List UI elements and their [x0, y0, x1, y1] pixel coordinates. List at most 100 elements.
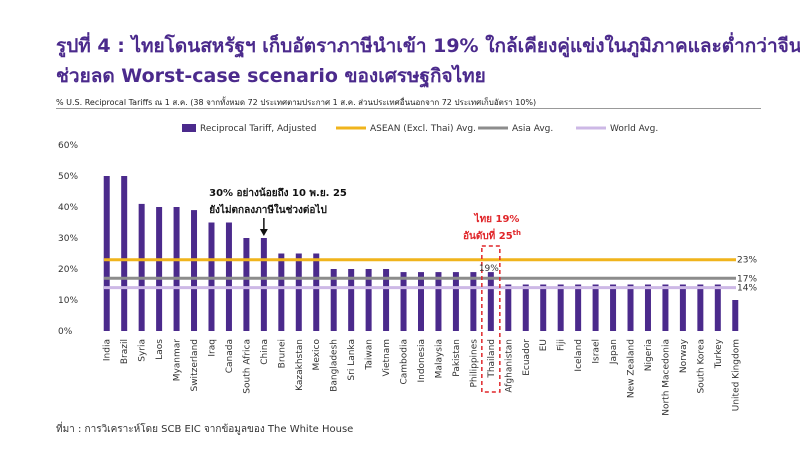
chart-title-line2: ช่วยลด Worst-case scenario ของเศรษฐกิจไท… — [56, 65, 486, 87]
bar-switzerland — [191, 210, 198, 331]
y-tick-label: 50% — [58, 172, 78, 182]
x-tick-label: Indonesia — [417, 339, 427, 383]
x-tick-label: Myanmar — [173, 339, 183, 382]
bar-turkey — [714, 284, 721, 331]
bar-thailand — [487, 272, 494, 331]
x-tick-label: Philippines — [469, 339, 479, 388]
china-annotation-line2: ยังไม่ตกลงภาษีในช่วงต่อไป — [209, 203, 327, 216]
bar-new-zealand — [627, 284, 634, 331]
x-tick-label: Thailand — [487, 339, 497, 379]
x-tick-label: South Korea — [696, 339, 706, 394]
ref-line-label-0: 23% — [737, 256, 757, 266]
x-tick-label: Taiwan — [365, 339, 375, 371]
bar-united-kingdom — [732, 300, 739, 331]
thailand-highlight-box — [481, 245, 501, 393]
bar-iraq — [208, 222, 215, 331]
bar-india — [103, 176, 110, 331]
bar-malaysia — [435, 272, 442, 331]
x-tick-label: Kazakhstan — [295, 339, 305, 391]
y-tick-label: 60% — [58, 141, 78, 151]
x-tick-label: Syria — [138, 339, 148, 362]
bar-norway — [679, 284, 686, 331]
bar-taiwan — [365, 269, 372, 331]
bar-china — [260, 238, 267, 331]
bar-brazil — [121, 176, 128, 331]
bar-south-africa — [243, 238, 250, 331]
legend-label-1: ASEAN (Excl. Thai) Avg. — [370, 124, 476, 134]
bar-sri-lanka — [348, 269, 355, 331]
bar-south-korea — [697, 284, 704, 331]
x-tick-label: Sri Lanka — [347, 339, 357, 381]
y-tick-label: 40% — [58, 203, 78, 213]
header-divider — [56, 108, 761, 109]
legend-swatch-0 — [182, 124, 196, 132]
x-tick-label: Malaysia — [434, 339, 444, 378]
bar-iceland — [575, 284, 582, 331]
x-tick-label: Japan — [609, 339, 619, 365]
bar-mexico — [313, 253, 320, 331]
x-tick-label: Brunei — [277, 339, 287, 368]
y-tick-label: 30% — [58, 234, 78, 244]
ref-line-label-2: 14% — [737, 284, 757, 294]
thailand-annotation-sup: th — [513, 229, 521, 237]
y-tick-label: 20% — [58, 265, 78, 275]
bar-pakistan — [452, 272, 459, 331]
bar-afghanistan — [505, 284, 512, 331]
x-tick-label: Switzerland — [190, 339, 200, 392]
x-tick-label: New Zealand — [627, 339, 637, 398]
x-tick-label: North Macedonia — [661, 339, 671, 416]
y-tick-label: 0% — [58, 327, 73, 337]
bar-canada — [225, 222, 232, 331]
x-tick-label: Iraq — [207, 339, 217, 357]
bar-north-macedonia — [662, 284, 669, 331]
source-note: ที่มา : การวิเคราะห์โดย SCB EIC จากข้อมู… — [56, 424, 354, 435]
x-tick-label: Turkey — [714, 338, 724, 369]
legend-label-0: Reciprocal Tariff, Adjusted — [200, 124, 316, 134]
bar-japan — [610, 284, 617, 331]
bar-ecuador — [522, 284, 529, 331]
china-annotation-line1: 30% อย่างน้อยถึง 10 พ.ย. 25 — [209, 187, 347, 199]
x-tick-label: Ecuador — [522, 339, 532, 376]
x-tick-label: Fiji — [557, 339, 567, 351]
chart-title-line1: รูปที่ 4 : ไทยโดนสหรัฐฯ เก็บอัตราภาษีนำเ… — [56, 35, 800, 57]
x-tick-label: Afghanistan — [504, 339, 514, 393]
x-tick-label: Laos — [155, 339, 165, 360]
x-tick-label: United Kingdom — [731, 339, 741, 411]
x-tick-label: Pakistan — [452, 339, 462, 377]
bar-nigeria — [644, 284, 651, 331]
bar-cambodia — [400, 272, 407, 331]
x-tick-label: EU — [539, 339, 549, 351]
bar-fiji — [557, 284, 564, 331]
x-tick-label: China — [260, 339, 270, 365]
x-tick-label: Iceland — [574, 339, 584, 372]
bar-vietnam — [383, 269, 390, 331]
bar-syria — [138, 203, 145, 331]
y-tick-label: 10% — [58, 296, 78, 306]
bar-kazakhstan — [295, 253, 302, 331]
x-tick-label: Mexico — [312, 339, 322, 371]
x-tick-label: Norway — [679, 338, 689, 373]
x-tick-label: Bangladesh — [330, 339, 340, 392]
chart-subtitle: % U.S. Reciprocal Tariffs ณ 1 ส.ค. (38 จ… — [56, 98, 537, 107]
china-arrow-head — [259, 229, 268, 236]
x-tick-label: India — [103, 339, 113, 361]
x-tick-label: Canada — [225, 339, 235, 373]
x-tick-label: Vietnam — [382, 339, 392, 377]
bar-eu — [540, 284, 547, 331]
thailand-value-label: 19% — [479, 264, 499, 274]
x-tick-label: Nigeria — [644, 339, 654, 371]
legend-label-3: World Avg. — [610, 124, 658, 134]
bar-brunei — [278, 253, 285, 331]
thailand-annotation-line2: อันดับที่ 25th — [463, 228, 521, 242]
x-tick-label: Cambodia — [400, 339, 410, 385]
legend-label-2: Asia Avg. — [512, 124, 553, 134]
bar-bangladesh — [330, 269, 337, 331]
bar-laos — [156, 207, 163, 331]
bar-myanmar — [173, 207, 180, 331]
bar-philippines — [470, 272, 477, 331]
bar-indonesia — [418, 272, 424, 331]
x-tick-label: Israel — [592, 339, 602, 364]
x-tick-label: South Africa — [242, 339, 252, 394]
thailand-annotation-line1: ไทย 19% — [474, 212, 520, 225]
